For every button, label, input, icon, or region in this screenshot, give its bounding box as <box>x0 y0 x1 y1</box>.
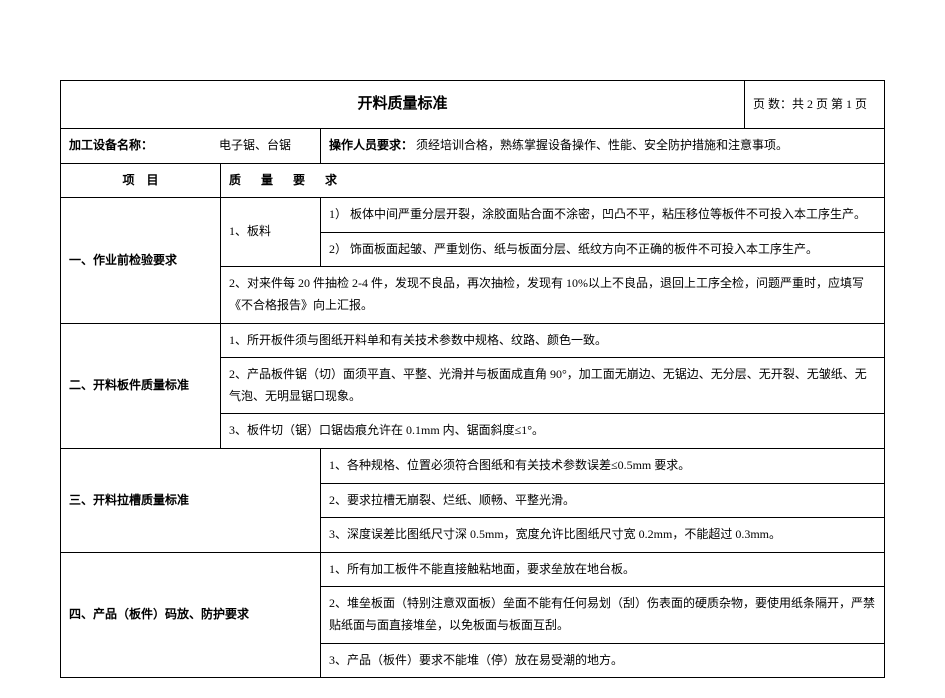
s4-row1: 四、产品（板件）码放、防护要求 1、所有加工板件不能直接触粘地面，要求垒放在地台… <box>61 552 885 587</box>
s3-row1: 三、开料拉槽质量标准 1、各种规格、位置必须符合图纸和有关技术参数误差≤0.5m… <box>61 448 885 483</box>
doc-title: 开料质量标准 <box>61 81 745 129</box>
s3-r2: 2、要求拉槽无崩裂、烂纸、顺畅、平整光滑。 <box>321 483 885 518</box>
s1-row1: 一、作业前检验要求 1、板料 1） 板体中间严重分层开裂，涂胶面贴合面不涂密，凹… <box>61 198 885 233</box>
s4-r1: 1、所有加工板件不能直接触粘地面，要求垒放在地台板。 <box>321 552 885 587</box>
s1-r1b: 2） 饰面板面起皱、严重划伤、纸与板面分层、纸纹方向不正确的板件不可投入本工序生… <box>321 232 885 267</box>
title-row: 开料质量标准 页 数：共 2 页 第 1 页 <box>61 81 885 129</box>
operator-value: 须经培训合格，熟练掌握设备操作、性能、安全防护措施和注意事项。 <box>416 138 788 152</box>
s2-r3: 3、板件切（锯）口锯齿痕允许在 0.1mm 内、锯面斜度≤1°。 <box>221 414 885 449</box>
equip-cell: 加工设备名称： 电子锯、台锯 <box>61 129 321 164</box>
s1-r1a: 1） 板体中间严重分层开裂，涂胶面贴合面不涂密，凹凸不平，粘压移位等板件不可投入… <box>321 198 885 233</box>
page-info: 页 数：共 2 页 第 1 页 <box>745 81 885 129</box>
operator-cell: 操作人员要求： 须经培训合格，熟练掌握设备操作、性能、安全防护措施和注意事项。 <box>321 129 885 164</box>
s1-r1-label: 1、板料 <box>221 198 321 267</box>
s3-heading: 三、开料拉槽质量标准 <box>61 448 321 552</box>
operator-label: 操作人员要求： <box>329 138 413 152</box>
equip-value: 电子锯、台锯 <box>219 138 291 152</box>
s2-r1: 1、所开板件须与图纸开料单和有关技术参数中规格、纹路、颜色一致。 <box>221 323 885 358</box>
s2-heading: 二、开料板件质量标准 <box>61 323 221 448</box>
meta-row: 加工设备名称： 电子锯、台锯 操作人员要求： 须经培训合格，熟练掌握设备操作、性… <box>61 129 885 164</box>
header-row: 项 目 质 量 要 求 <box>61 163 885 198</box>
s1-r2: 2、对来件每 20 件抽检 2-4 件，发现不良品，再次抽检，发现有 10%以上… <box>221 267 885 323</box>
col-project: 项 目 <box>61 163 221 198</box>
equip-label: 加工设备名称： <box>69 138 153 152</box>
s3-r3: 3、深度误差比图纸尺寸深 0.5mm，宽度允许比图纸尺寸宽 0.2mm，不能超过… <box>321 518 885 553</box>
col-quality: 质 量 要 求 <box>221 163 885 198</box>
s4-r2: 2、堆垒板面（特别注意双面板）垒面不能有任何易划（刮）伤表面的硬质杂物，要使用纸… <box>321 587 885 643</box>
s4-r3: 3、产品（板件）要求不能堆（停）放在易受潮的地方。 <box>321 643 885 678</box>
s4-heading: 四、产品（板件）码放、防护要求 <box>61 552 321 677</box>
s1-heading: 一、作业前检验要求 <box>61 198 221 323</box>
quality-standard-table: 开料质量标准 页 数：共 2 页 第 1 页 加工设备名称： 电子锯、台锯 操作… <box>60 80 885 678</box>
s2-row1: 二、开料板件质量标准 1、所开板件须与图纸开料单和有关技术参数中规格、纹路、颜色… <box>61 323 885 358</box>
s2-r2: 2、产品板件锯（切）面须平直、平整、光滑并与板面成直角 90°，加工面无崩边、无… <box>221 358 885 414</box>
s3-r1: 1、各种规格、位置必须符合图纸和有关技术参数误差≤0.5mm 要求。 <box>321 448 885 483</box>
